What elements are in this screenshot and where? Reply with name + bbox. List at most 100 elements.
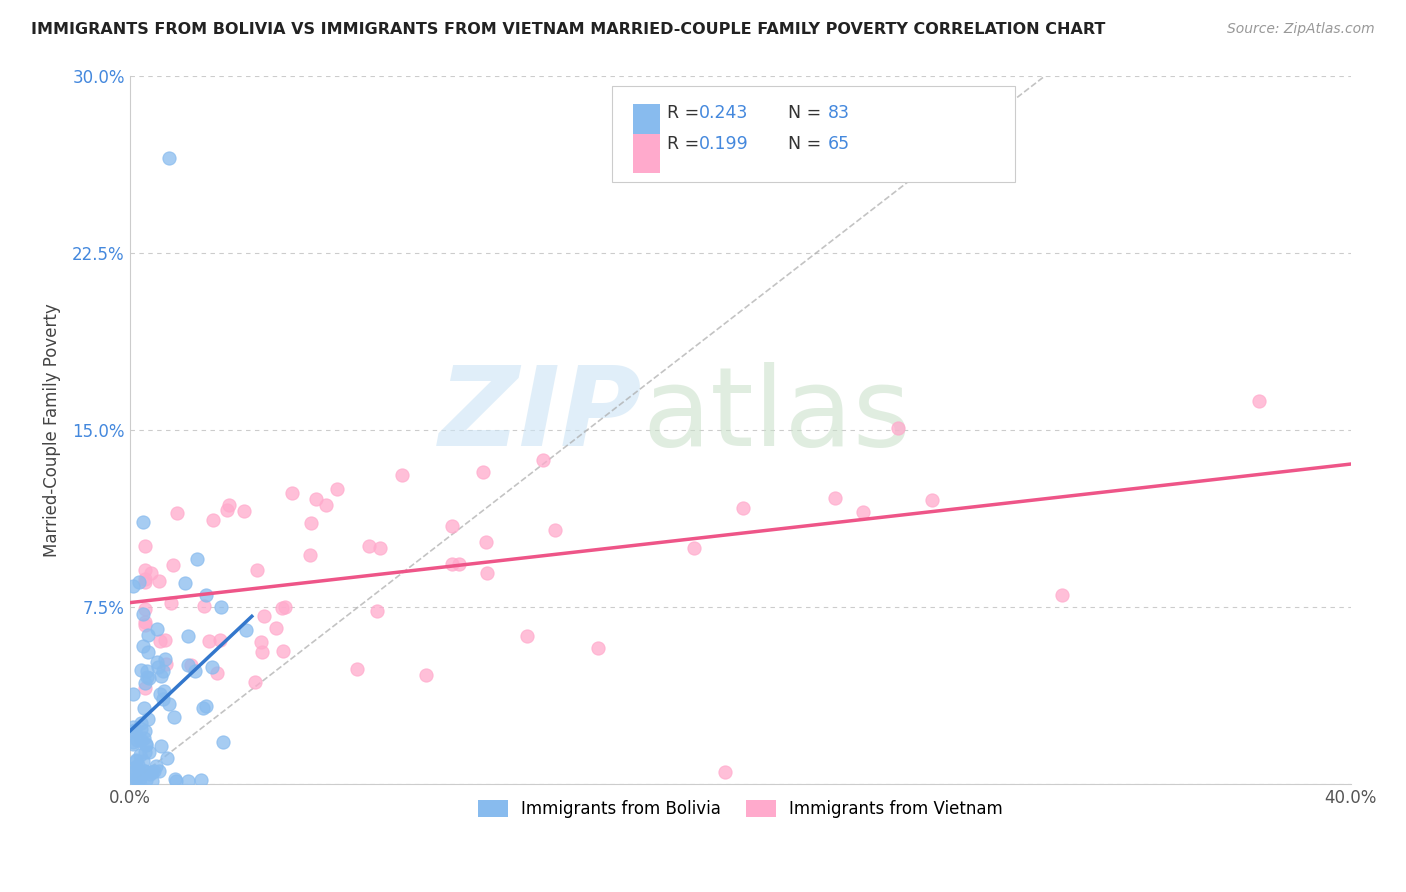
Point — [134, 563, 156, 577]
Point — [714, 764, 737, 779]
Point — [209, 599, 232, 614]
Point — [250, 635, 273, 649]
Point — [125, 772, 148, 786]
Point — [132, 754, 155, 768]
Point — [166, 506, 188, 520]
Point — [163, 772, 186, 786]
Point — [127, 758, 149, 772]
Point — [415, 668, 437, 682]
Point — [145, 758, 167, 772]
Point — [152, 684, 174, 698]
Point — [141, 774, 163, 789]
Point — [253, 608, 276, 623]
Point — [441, 519, 464, 533]
Point — [121, 720, 143, 734]
Point — [195, 588, 218, 602]
Text: 83: 83 — [828, 103, 851, 122]
FancyBboxPatch shape — [633, 103, 659, 143]
Point — [134, 681, 156, 695]
Point — [132, 639, 155, 653]
Point — [152, 664, 174, 678]
Point — [135, 737, 157, 751]
Point — [156, 751, 179, 765]
Point — [134, 573, 156, 587]
Point — [132, 607, 155, 621]
Point — [136, 644, 159, 658]
Point — [1052, 588, 1074, 602]
Point — [148, 574, 170, 588]
Point — [165, 774, 187, 789]
Text: R =: R = — [666, 103, 704, 122]
Point — [143, 764, 166, 778]
Point — [121, 761, 143, 775]
Point — [235, 624, 257, 638]
Point — [134, 575, 156, 590]
Point — [298, 548, 321, 562]
Point — [391, 468, 413, 483]
Point — [531, 453, 554, 467]
Point — [141, 765, 163, 780]
Text: 0.199: 0.199 — [699, 135, 748, 153]
Point — [121, 724, 143, 739]
Point — [125, 753, 148, 767]
Point — [471, 465, 494, 479]
Point — [233, 503, 256, 517]
Point — [586, 640, 609, 655]
Point — [921, 493, 943, 508]
Point — [516, 629, 538, 643]
Text: Source: ZipAtlas.com: Source: ZipAtlas.com — [1227, 22, 1375, 37]
Point — [146, 660, 169, 674]
Point — [135, 738, 157, 752]
Point — [135, 772, 157, 787]
Point — [132, 515, 155, 529]
Point — [153, 632, 176, 647]
Point — [134, 602, 156, 616]
Point — [852, 505, 875, 519]
Point — [887, 421, 910, 435]
Point — [157, 151, 180, 165]
Point — [129, 766, 152, 780]
Point — [305, 492, 328, 507]
Point — [128, 774, 150, 789]
Point — [162, 558, 184, 573]
Point — [180, 657, 202, 672]
Point — [145, 655, 167, 669]
Point — [127, 773, 149, 788]
Point — [128, 575, 150, 590]
Point — [127, 733, 149, 747]
Text: ZIP: ZIP — [439, 362, 643, 469]
Point — [149, 634, 172, 648]
Point — [134, 745, 156, 759]
Point — [194, 699, 217, 714]
Point — [366, 604, 388, 618]
Text: 65: 65 — [828, 135, 851, 153]
Point — [124, 754, 146, 768]
Point — [150, 739, 173, 753]
Point — [139, 767, 162, 781]
Point — [186, 552, 208, 566]
Point — [134, 764, 156, 778]
Text: IMMIGRANTS FROM BOLIVIA VS IMMIGRANTS FROM VIETNAM MARRIED-COUPLE FAMILY POVERTY: IMMIGRANTS FROM BOLIVIA VS IMMIGRANTS FR… — [31, 22, 1105, 37]
Point — [129, 732, 152, 747]
Point — [134, 731, 156, 745]
Point — [370, 541, 392, 556]
Point — [121, 687, 143, 701]
Point — [122, 737, 145, 751]
Point — [124, 723, 146, 737]
Point — [200, 660, 222, 674]
Y-axis label: Married-Couple Family Poverty: Married-Couple Family Poverty — [44, 302, 60, 557]
Point — [1249, 394, 1271, 409]
Point — [134, 700, 156, 714]
Point — [824, 491, 846, 505]
Text: N =: N = — [778, 135, 827, 153]
Point — [134, 615, 156, 629]
Point — [129, 716, 152, 731]
Point — [682, 541, 704, 555]
Point — [475, 566, 498, 581]
Point — [134, 539, 156, 553]
Point — [177, 658, 200, 673]
Point — [163, 710, 186, 724]
Point — [193, 599, 215, 613]
Point — [177, 629, 200, 643]
Point — [131, 663, 153, 677]
